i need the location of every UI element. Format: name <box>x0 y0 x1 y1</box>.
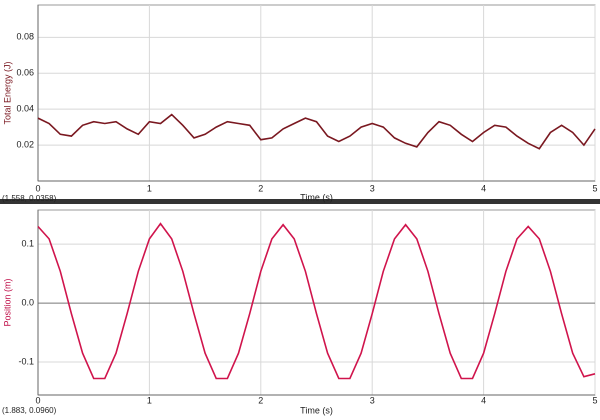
x-tick-label: 3 <box>370 183 375 193</box>
y-tick-label: 0.1 <box>21 239 34 249</box>
x-tick-label: 4 <box>481 183 486 193</box>
readout: (1.883, 0.0960) <box>2 406 57 415</box>
y-axis-title: Total Energy (J) <box>2 61 12 124</box>
plot-area <box>37 4 596 182</box>
x-axis-title: Time (s) <box>300 192 333 202</box>
y-axis-title: Position (m) <box>2 278 12 326</box>
data-line <box>37 113 596 150</box>
y-tick-label: 0.08 <box>16 32 34 42</box>
x-tick-label: 2 <box>258 183 263 193</box>
x-tick-label: 3 <box>370 395 375 405</box>
x-axis-title: Time (s) <box>300 405 333 415</box>
x-tick-label: 2 <box>258 395 263 405</box>
x-tick-label: 1 <box>147 395 152 405</box>
x-tick-label: 5 <box>592 183 597 193</box>
x-tick-label: 0 <box>35 395 40 405</box>
divider[interactable] <box>0 199 600 204</box>
plot-area <box>37 209 596 396</box>
y-tick-label: -0.1 <box>18 356 34 366</box>
data-line <box>37 222 596 380</box>
x-tick-label: 1 <box>147 183 152 193</box>
y-tick-label: 0.02 <box>16 139 34 149</box>
y-tick-label: 0.06 <box>16 68 34 78</box>
y-tick-label: 0.0 <box>21 297 34 307</box>
x-tick-label: 4 <box>481 395 486 405</box>
x-tick-label: 5 <box>592 395 597 405</box>
readout: (1.558, 0.0358) <box>2 194 57 203</box>
x-tick-label: 0 <box>35 183 40 193</box>
y-tick-label: 0.04 <box>16 104 34 114</box>
